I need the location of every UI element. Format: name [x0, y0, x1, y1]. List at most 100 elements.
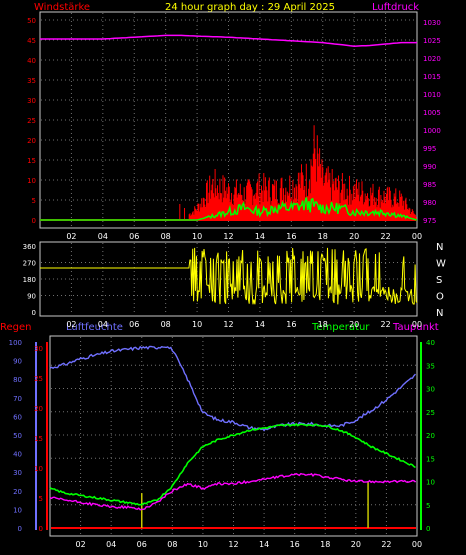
direction-panel-frame — [39, 241, 418, 317]
compass-label: W — [436, 259, 446, 270]
temperature-time-tick: 10 — [198, 540, 208, 549]
temperatur-label: Temperatur — [311, 322, 370, 333]
direction-time-tick: 04 — [98, 320, 108, 329]
pressure-y-tick: 1010 — [423, 91, 441, 99]
compass-label: S — [436, 275, 442, 286]
dewpoint-series — [49, 472, 416, 511]
windstaerke-label: Windstärke — [34, 2, 90, 13]
direction-y-tick: 270 — [23, 260, 36, 268]
pressure-y-tick: 1000 — [423, 127, 441, 135]
temperature-time-tick: 02 — [75, 540, 85, 549]
wind-y-tick: 10 — [27, 177, 36, 185]
wind-time-tick: 00 — [412, 232, 422, 241]
direction-time-tick: 20 — [349, 320, 359, 329]
temp-y-tick: 15 — [426, 455, 435, 463]
temp-y-tick: 10 — [426, 479, 435, 487]
direction-time-tick: 12 — [223, 320, 233, 329]
rain-y-tick: 30 — [34, 345, 43, 353]
direction-time-tick: 02 — [66, 320, 76, 329]
direction-time-tick: 14 — [255, 320, 265, 329]
direction-time-tick: 08 — [161, 320, 171, 329]
humidity-y-tick: 10 — [13, 506, 22, 514]
direction-y-tick: 360 — [23, 243, 36, 251]
wind-time-tick: 20 — [349, 232, 359, 241]
wind-panel-frame — [39, 11, 418, 229]
humidity-y-tick: 100 — [9, 339, 22, 347]
rain-y-tick: 15 — [34, 435, 43, 443]
temp-y-tick: 40 — [426, 339, 435, 347]
temp-y-tick: 5 — [426, 502, 430, 510]
wind-y-tick: 20 — [27, 137, 36, 145]
pressure-y-tick: 1030 — [423, 19, 441, 27]
temperature-time-tick: 06 — [137, 540, 147, 549]
temperature-time-tick: 08 — [167, 540, 177, 549]
wind-y-tick: 0 — [32, 217, 36, 225]
humidity-y-tick: 90 — [13, 358, 22, 366]
wind-time-tick: 06 — [129, 232, 139, 241]
compass-label: N — [436, 242, 443, 253]
direction-time-tick: 16 — [286, 320, 296, 329]
direction-y-tick: 0 — [32, 309, 36, 317]
temperature-series — [49, 422, 416, 506]
humidity-y-tick: 50 — [13, 432, 22, 440]
temperature-time-tick: 00 — [412, 540, 422, 549]
rain-y-tick: 10 — [34, 465, 43, 473]
temp-y-tick: 30 — [426, 386, 435, 394]
temperature-panel-frame — [49, 335, 418, 537]
pressure-y-tick: 990 — [423, 163, 436, 171]
compass-label: N — [436, 308, 443, 319]
temperature-time-tick: 12 — [228, 540, 238, 549]
humidity-y-tick: 70 — [13, 395, 22, 403]
pressure-y-tick: 980 — [423, 199, 436, 207]
direction-time-tick: 18 — [318, 320, 328, 329]
wind-y-tick: 25 — [27, 117, 36, 125]
pressure-y-tick: 1025 — [423, 37, 441, 45]
pressure-y-tick: 1015 — [423, 73, 441, 81]
direction-time-tick: 22 — [380, 320, 390, 329]
pressure-y-tick: 1020 — [423, 55, 441, 63]
rain-y-tick: 20 — [34, 405, 43, 413]
humidity-y-tick: 60 — [13, 413, 22, 421]
humidity-y-tick: 80 — [13, 376, 22, 384]
wind-y-tick: 45 — [27, 37, 36, 45]
wind-time-tick: 10 — [192, 232, 202, 241]
luftfeuchte-label: Luftfeuchte — [66, 322, 123, 333]
wind-y-tick: 30 — [27, 97, 36, 105]
wind-series — [40, 197, 418, 221]
wind-y-tick: 5 — [32, 197, 36, 205]
pressure-y-tick: 1005 — [423, 109, 441, 117]
wind-time-tick: 02 — [66, 232, 76, 241]
wind-time-tick: 22 — [380, 232, 390, 241]
temp-y-tick: 20 — [426, 432, 435, 440]
temperature-time-tick: 22 — [381, 540, 391, 549]
temperature-time-tick: 04 — [106, 540, 116, 549]
direction-time-tick: 00 — [412, 320, 422, 329]
compass-label: O — [436, 292, 444, 303]
wind-y-tick: 15 — [27, 157, 36, 165]
direction-time-tick: 10 — [192, 320, 202, 329]
temp-y-tick: 0 — [426, 525, 430, 533]
graph-title: 24 hour graph day : 29 April 2025 — [165, 2, 335, 13]
pressure-series — [40, 34, 417, 47]
temperature-time-tick: 20 — [351, 540, 361, 549]
wind-time-tick: 08 — [161, 232, 171, 241]
temperature-time-tick: 16 — [290, 540, 300, 549]
temp-y-tick: 35 — [426, 362, 435, 370]
wind-time-tick: 14 — [255, 232, 265, 241]
rain-y-tick: 25 — [34, 375, 43, 383]
direction-time-tick: 06 — [129, 320, 139, 329]
pressure-y-tick: 995 — [423, 145, 436, 153]
wind-y-tick: 35 — [27, 77, 36, 85]
rain-y-tick: 5 — [39, 495, 43, 503]
humidity-y-tick: 40 — [13, 451, 22, 459]
wind-time-tick: 12 — [223, 232, 233, 241]
direction-y-tick: 90 — [27, 293, 36, 301]
temperature-time-tick: 18 — [320, 540, 330, 549]
humidity-series — [49, 345, 417, 432]
humidity-y-tick: 20 — [13, 488, 22, 496]
direction-series — [40, 247, 418, 305]
wind-y-tick: 50 — [27, 17, 36, 25]
pressure-y-tick: 975 — [423, 217, 436, 225]
